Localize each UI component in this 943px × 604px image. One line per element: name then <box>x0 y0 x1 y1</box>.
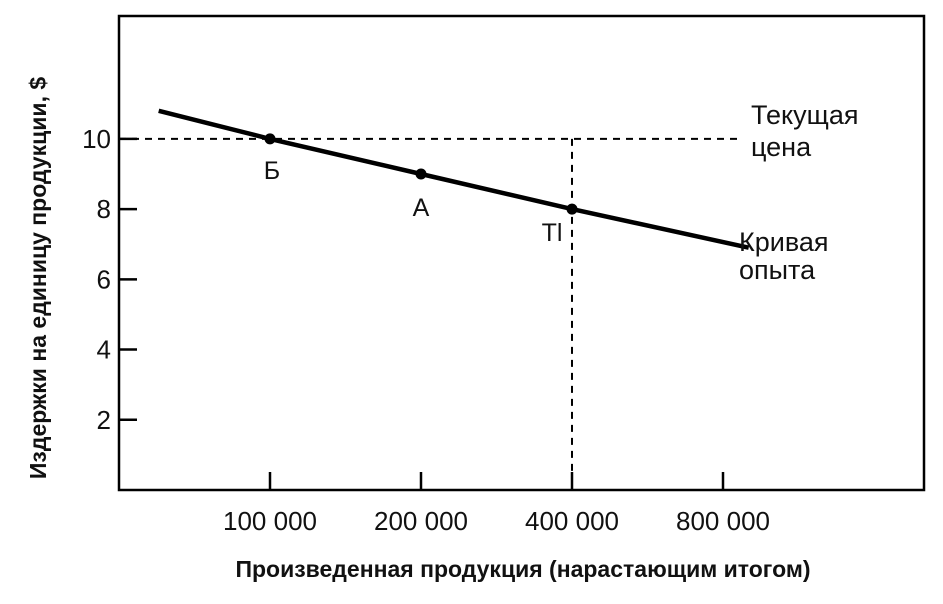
x-axis-ticks: 100 000 200 000 400 000 800 000 <box>223 472 770 536</box>
data-point-label: А <box>413 194 430 222</box>
experience-curve-line <box>158 108 750 250</box>
y-axis-title: Издержки на единицу продукции, $ <box>25 77 51 479</box>
current-price-label-line2: цена <box>751 132 812 162</box>
curve-label-line1: Кривая <box>739 227 829 257</box>
current-price-label-line1: Текущая <box>751 100 858 130</box>
y-tick-label: 10 <box>82 124 111 154</box>
curve-label-line2: опыта <box>739 255 816 285</box>
data-point <box>566 203 578 215</box>
x-tick-label: 100 000 <box>223 506 317 536</box>
y-tick-label: 2 <box>97 405 111 435</box>
x-tick-label: 200 000 <box>374 506 468 536</box>
y-tick-label: 4 <box>97 335 111 365</box>
data-points: Б А Tl <box>264 133 578 247</box>
x-tick-label: 800 000 <box>676 506 770 536</box>
y-tick-label: 8 <box>97 194 111 224</box>
y-axis-ticks: 2 4 6 8 10 <box>82 124 137 435</box>
data-point-label: Tl <box>542 219 563 247</box>
data-point <box>264 133 276 145</box>
data-point <box>415 168 427 180</box>
y-tick-label: 6 <box>97 264 111 294</box>
data-point-label: Б <box>264 157 280 185</box>
plot-frame <box>117 14 926 492</box>
x-tick-label: 400 000 <box>525 506 619 536</box>
x-axis-title: Произведенная продукция (нарастающим ито… <box>235 556 810 582</box>
